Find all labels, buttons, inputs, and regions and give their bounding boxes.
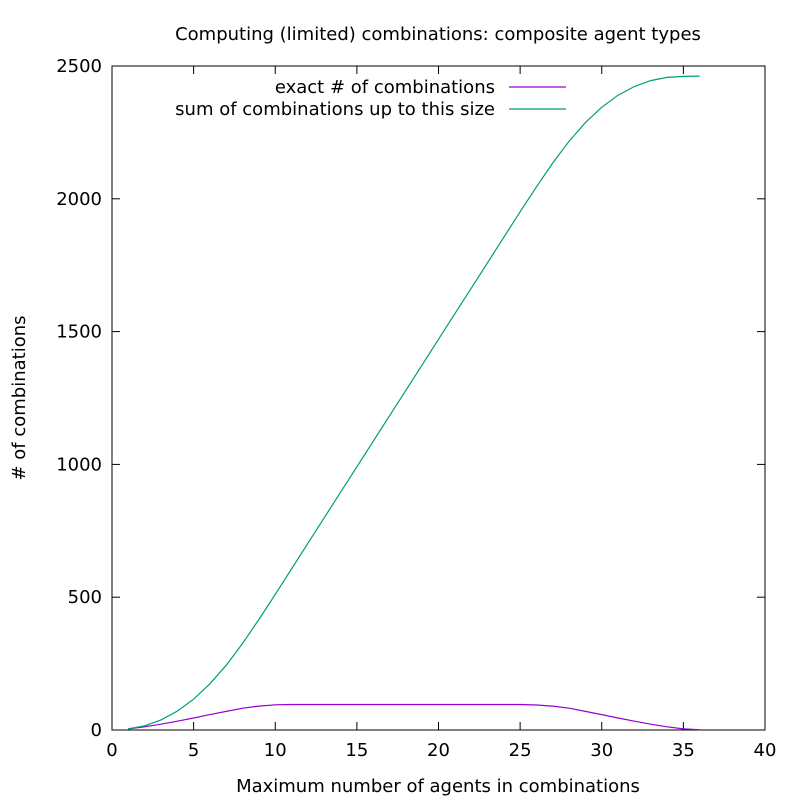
x-tick-label: 25	[509, 740, 532, 761]
x-tick-label: 20	[427, 740, 450, 761]
x-tick-label: 40	[754, 740, 777, 761]
series-line-2	[128, 75, 700, 730]
plot-frame	[111, 65, 766, 731]
x-tick-label: 30	[590, 740, 613, 761]
y-tick-label: 0	[91, 720, 102, 741]
y-tick-label: 500	[68, 587, 102, 608]
chart-title: Computing (limited) combinations: compos…	[175, 24, 701, 45]
x-tick-label: 15	[345, 740, 368, 761]
y-tick-label: 2000	[56, 189, 102, 210]
x-axis-label: Maximum number of agents in combinations	[236, 776, 640, 797]
x-tick-label: 0	[106, 740, 117, 761]
series-layer	[128, 75, 700, 731]
x-tick-label: 10	[264, 740, 287, 761]
y-tick-label: 2500	[56, 56, 102, 77]
x-tick-label: 35	[672, 740, 695, 761]
y-axis-label: # of combinations	[9, 315, 30, 480]
y-tick-label: 1000	[56, 454, 102, 475]
x-axis-ticks: 0 5 10 15 20 25 30 35 40	[106, 66, 776, 761]
series-line-1	[128, 703, 700, 731]
y-axis-ticks: 0 500 1000 1500 2000 2500	[56, 56, 765, 741]
x-tick-label: 5	[188, 740, 199, 761]
legend-label-1: exact # of combinations	[275, 77, 495, 98]
y-tick-label: 1500	[56, 322, 102, 343]
legend-label-2: sum of combinations up to this size	[175, 99, 495, 120]
